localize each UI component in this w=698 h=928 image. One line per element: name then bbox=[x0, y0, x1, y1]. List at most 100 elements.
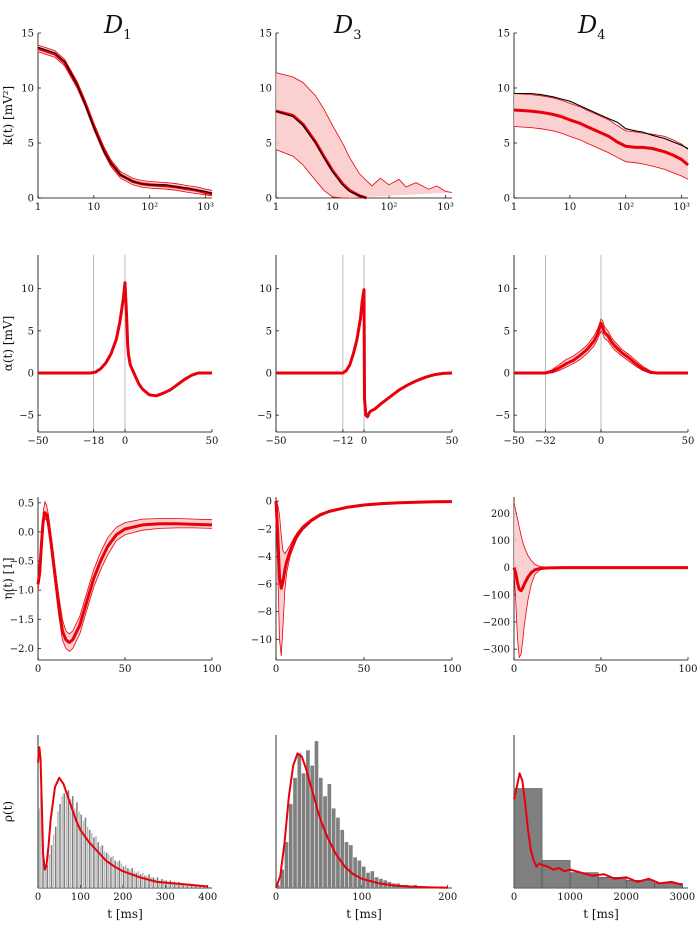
histogram-bar bbox=[180, 883, 182, 888]
series-upper bbox=[275, 72, 453, 193]
histogram-bar bbox=[148, 874, 150, 888]
y-tick-label: 10 bbox=[259, 84, 272, 95]
x-tick-label: 200 bbox=[113, 892, 132, 903]
x-tick-label: 300 bbox=[156, 892, 175, 903]
histogram-bar bbox=[323, 796, 327, 888]
histogram-bar bbox=[167, 881, 169, 888]
column-title-2: D3 bbox=[333, 11, 362, 43]
histogram-bar bbox=[114, 860, 116, 888]
histogram-bar bbox=[67, 790, 70, 888]
panel-eta-D1: −2.0 −1.5 −1.0 −0.5 0.0 0.5 0 50 100 η(t) [1] bbox=[1, 497, 222, 675]
x-tick-label: 10³ bbox=[197, 202, 214, 213]
histogram-bar bbox=[288, 803, 293, 888]
x-tick-label: −50 bbox=[503, 436, 524, 447]
histogram-bar bbox=[171, 881, 174, 888]
histogram-bar bbox=[46, 865, 49, 888]
y-axis-label: k(t) [mV²] bbox=[1, 86, 15, 146]
histogram-bar bbox=[293, 777, 297, 888]
histogram-bar bbox=[38, 808, 40, 888]
histogram-bar bbox=[97, 842, 99, 888]
confidence-band bbox=[514, 319, 688, 373]
series-lower bbox=[513, 126, 689, 180]
histogram-bar bbox=[173, 881, 176, 888]
histogram-bar bbox=[161, 878, 163, 888]
histogram-bar bbox=[105, 852, 108, 888]
y-tick-label: 0 bbox=[266, 497, 272, 508]
histogram-bar bbox=[125, 865, 127, 888]
histogram-bar bbox=[314, 741, 319, 888]
x-tick-label: 100 bbox=[202, 664, 221, 675]
series-upper bbox=[513, 502, 688, 568]
y-tick-label: −5 bbox=[495, 411, 510, 422]
histogram-bar bbox=[76, 802, 78, 888]
histogram-bar bbox=[71, 796, 74, 888]
y-tick-label: 5 bbox=[28, 326, 34, 337]
y-tick-label: −10 bbox=[251, 635, 272, 646]
x-tick-label: 1000 bbox=[557, 892, 582, 903]
panel-eta-D3: −10 −8 −6 −4 −2 0 0 50 100 bbox=[251, 497, 462, 675]
y-tick-label: −8 bbox=[257, 607, 272, 618]
x-tick-label: −32 bbox=[535, 436, 556, 447]
y-tick-label: 10 bbox=[21, 84, 34, 95]
histogram-bar bbox=[184, 883, 186, 888]
y-tick-label: 0 bbox=[266, 194, 272, 205]
series-fit bbox=[38, 281, 212, 398]
x-tick-label: 50 bbox=[119, 664, 132, 675]
histogram-bar bbox=[129, 869, 131, 888]
histogram-bar bbox=[61, 796, 63, 888]
histogram-bar bbox=[154, 878, 157, 888]
confidence-band bbox=[276, 72, 452, 198]
histogram-bar bbox=[139, 874, 142, 888]
histogram-bar bbox=[280, 869, 284, 888]
y-axis-label: ρ(t) bbox=[1, 801, 15, 822]
x-axis-label: t [ms] bbox=[346, 907, 382, 921]
panel-k-D4: 0 5 10 15 1 10 10² 10³ bbox=[497, 29, 690, 214]
histogram-bar bbox=[276, 884, 280, 888]
histogram-bar bbox=[91, 832, 93, 888]
histogram-bar bbox=[178, 881, 180, 888]
panel-rho-D3: 0 100 200 t [ms] bbox=[273, 735, 457, 921]
histogram-bar bbox=[120, 863, 123, 888]
series-lower bbox=[514, 330, 688, 374]
series-lower bbox=[37, 517, 213, 652]
series-lower bbox=[275, 501, 453, 656]
series-upper bbox=[275, 500, 453, 555]
density-fit-line bbox=[513, 772, 683, 886]
histogram-bar bbox=[127, 868, 129, 888]
panel-k-D1: 0 5 10 15 1 10 10² 10³ k(t) [mV²] bbox=[1, 29, 214, 214]
histogram-bar bbox=[327, 783, 332, 888]
histogram-bar bbox=[146, 875, 148, 888]
y-tick-label: 15 bbox=[21, 29, 34, 40]
histogram-bar bbox=[48, 854, 51, 888]
histogram-bar bbox=[42, 849, 44, 888]
histogram-bar bbox=[80, 814, 82, 888]
x-tick-label: 100 bbox=[352, 892, 371, 903]
x-tick-label: 0 bbox=[35, 664, 41, 675]
y-tick-label: 15 bbox=[259, 29, 272, 40]
x-tick-label: 10² bbox=[617, 202, 634, 213]
histogram-bar bbox=[99, 846, 102, 888]
histogram-bar bbox=[50, 845, 53, 888]
x-tick-label: 0 bbox=[511, 892, 517, 903]
histogram-bar bbox=[141, 872, 144, 888]
x-tick-label: 200 bbox=[438, 892, 457, 903]
histogram-bar bbox=[318, 777, 323, 888]
histogram-bar bbox=[101, 845, 104, 888]
histogram-bar bbox=[131, 868, 133, 888]
x-tick-label: 0 bbox=[122, 436, 128, 447]
x-tick-label: 100 bbox=[442, 664, 461, 675]
histogram-bar bbox=[163, 880, 165, 888]
column-title-3: D4 bbox=[577, 11, 606, 43]
x-tick-label: 1 bbox=[511, 202, 517, 213]
x-tick-label: 100 bbox=[678, 664, 697, 675]
y-tick-label: 10 bbox=[497, 84, 510, 95]
histogram-bar bbox=[301, 773, 306, 888]
density-fit-line bbox=[37, 746, 208, 888]
histogram-bar bbox=[175, 883, 178, 888]
confidence-band bbox=[514, 502, 688, 658]
histogram-bar bbox=[306, 750, 310, 888]
histogram-bar bbox=[654, 883, 683, 889]
